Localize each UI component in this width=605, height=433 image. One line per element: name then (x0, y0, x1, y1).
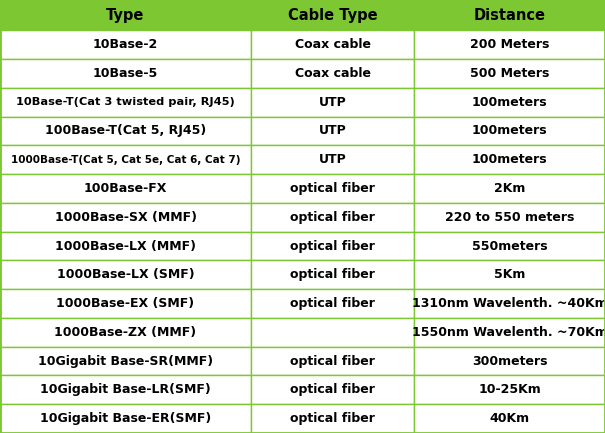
Text: 1000Base-T(Cat 5, Cat 5e, Cat 6, Cat 7): 1000Base-T(Cat 5, Cat 5e, Cat 6, Cat 7) (11, 155, 240, 165)
Bar (251, 174, 414, 203)
Bar (251, 203, 414, 232)
Text: 1000Base-SX (MMF): 1000Base-SX (MMF) (54, 211, 197, 224)
Bar (414, 145, 605, 174)
Text: 2Km: 2Km (494, 182, 525, 195)
Bar (414, 203, 605, 232)
Bar (0, 0, 251, 30)
Text: 1000Base-LX (MMF): 1000Base-LX (MMF) (55, 239, 196, 252)
Bar (414, 88, 605, 116)
Text: optical fiber: optical fiber (290, 268, 375, 281)
Text: optical fiber: optical fiber (290, 239, 375, 252)
Bar (0, 174, 251, 203)
Bar (251, 30, 414, 59)
Bar (251, 375, 414, 404)
Text: 100meters: 100meters (472, 124, 548, 138)
Text: 550meters: 550meters (472, 239, 548, 252)
Bar (0, 88, 251, 116)
Bar (251, 404, 414, 433)
Bar (414, 174, 605, 203)
Text: optical fiber: optical fiber (290, 355, 375, 368)
Bar (414, 347, 605, 375)
Bar (251, 116, 414, 145)
Text: 200 Meters: 200 Meters (470, 38, 549, 51)
Bar (251, 232, 414, 260)
Bar (0, 375, 251, 404)
Text: 10-25Km: 10-25Km (479, 383, 541, 396)
Bar (0, 116, 251, 145)
Bar (0, 232, 251, 260)
Text: Type: Type (106, 8, 145, 23)
Text: 10Gigabit Base-SR(MMF): 10Gigabit Base-SR(MMF) (38, 355, 213, 368)
Text: UTP: UTP (319, 153, 347, 166)
Bar (251, 88, 414, 116)
Bar (0, 289, 251, 318)
Text: 300meters: 300meters (472, 355, 548, 368)
Bar (251, 260, 414, 289)
Bar (0, 59, 251, 88)
Bar (0, 318, 251, 347)
Bar (251, 347, 414, 375)
Text: Coax cable: Coax cable (295, 38, 371, 51)
Text: 10Base-T(Cat 3 twisted pair, RJ45): 10Base-T(Cat 3 twisted pair, RJ45) (16, 97, 235, 107)
Bar (414, 375, 605, 404)
Text: Cable Type: Cable Type (288, 8, 378, 23)
Text: UTP: UTP (319, 96, 347, 109)
Text: UTP: UTP (319, 124, 347, 138)
Bar (414, 59, 605, 88)
Text: 1000Base-LX (SMF): 1000Base-LX (SMF) (57, 268, 194, 281)
Bar (0, 260, 251, 289)
Text: 10Gigabit Base-LR(SMF): 10Gigabit Base-LR(SMF) (40, 383, 211, 396)
Text: 1310nm Wavelenth. ~40Km: 1310nm Wavelenth. ~40Km (412, 297, 605, 310)
Text: Coax cable: Coax cable (295, 67, 371, 80)
Bar (251, 318, 414, 347)
Text: 100meters: 100meters (472, 153, 548, 166)
Text: 1000Base-ZX (MMF): 1000Base-ZX (MMF) (54, 326, 197, 339)
Text: optical fiber: optical fiber (290, 211, 375, 224)
Text: 40Km: 40Km (489, 412, 530, 425)
Bar (414, 404, 605, 433)
Text: 10Base-5: 10Base-5 (93, 67, 158, 80)
Bar (414, 289, 605, 318)
Bar (0, 347, 251, 375)
Bar (251, 59, 414, 88)
Bar (251, 289, 414, 318)
Bar (251, 0, 414, 30)
Text: optical fiber: optical fiber (290, 297, 375, 310)
Text: optical fiber: optical fiber (290, 412, 375, 425)
Bar (0, 145, 251, 174)
Bar (414, 318, 605, 347)
Text: 5Km: 5Km (494, 268, 525, 281)
Text: 500 Meters: 500 Meters (470, 67, 549, 80)
Text: 100Base-T(Cat 5, RJ45): 100Base-T(Cat 5, RJ45) (45, 124, 206, 138)
Text: 220 to 550 meters: 220 to 550 meters (445, 211, 574, 224)
Bar (0, 203, 251, 232)
Text: optical fiber: optical fiber (290, 182, 375, 195)
Bar (414, 30, 605, 59)
Text: 100meters: 100meters (472, 96, 548, 109)
Text: Distance: Distance (474, 8, 546, 23)
Text: 10Base-2: 10Base-2 (93, 38, 158, 51)
Bar (414, 232, 605, 260)
Text: 10Gigabit Base-ER(SMF): 10Gigabit Base-ER(SMF) (40, 412, 211, 425)
Bar (0, 404, 251, 433)
Bar (251, 145, 414, 174)
Text: 100Base-FX: 100Base-FX (84, 182, 167, 195)
Bar (414, 116, 605, 145)
Text: optical fiber: optical fiber (290, 383, 375, 396)
Bar (414, 260, 605, 289)
Text: 1550nm Wavelenth. ~70Km: 1550nm Wavelenth. ~70Km (412, 326, 605, 339)
Bar (414, 0, 605, 30)
Text: 1000Base-EX (SMF): 1000Base-EX (SMF) (56, 297, 195, 310)
Bar (0, 30, 251, 59)
